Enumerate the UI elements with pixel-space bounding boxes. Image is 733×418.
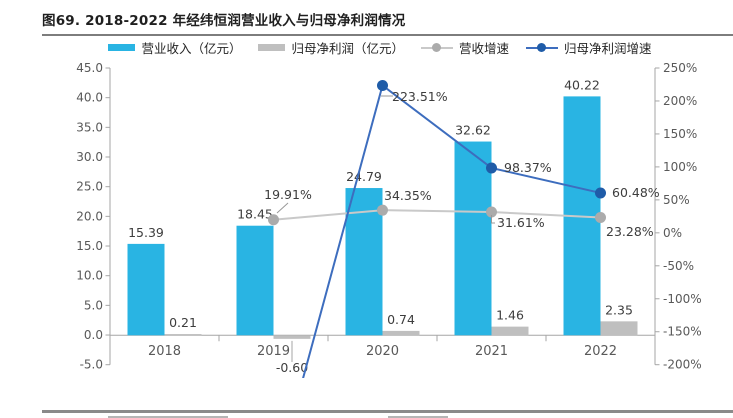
bar-value-label: 1.46 <box>496 308 524 323</box>
revenue-growth-line-swatch-icon <box>421 43 453 52</box>
label-leader-line <box>491 215 495 224</box>
left-axis-tick-label: 35.0 <box>76 120 103 134</box>
legend-label-net-profit-growth: 归母净利润增速 <box>564 41 652 56</box>
left-axis-tick-label: 45.0 <box>76 61 103 75</box>
revenue-bar-swatch-icon <box>108 44 136 51</box>
left-axis-tick-label: 10.0 <box>76 269 103 283</box>
left-axis-tick-label: 5.0 <box>84 298 103 312</box>
right-axis-tick-label: 200% <box>663 94 697 108</box>
bar-value-label: 24.79 <box>346 169 382 184</box>
category-label: 2022 <box>584 344 617 359</box>
growth-dot <box>377 79 388 91</box>
net-profit-bar <box>382 330 420 336</box>
bar-value-label: 15.39 <box>128 225 164 240</box>
revenue-growth-line <box>273 209 601 221</box>
net-profit-bar <box>600 321 638 336</box>
clipped-text-remnant <box>388 415 448 418</box>
revenue-bar <box>454 141 492 336</box>
legend-label-revenue: 营业收入（亿元） <box>141 41 242 56</box>
category-label: 2020 <box>366 344 399 359</box>
legend-label-net-profit: 归母净利润（亿元） <box>291 41 404 56</box>
growth-value-label: 23.28% <box>606 224 654 239</box>
bar-value-label: 18.45 <box>237 207 273 222</box>
growth-dot <box>377 204 388 216</box>
growth-dot <box>595 211 606 223</box>
growth-value-label: 223.51% <box>392 89 448 104</box>
growth-dot <box>486 206 497 218</box>
bar-value-label: 40.22 <box>564 77 600 92</box>
growth-dot <box>268 214 279 226</box>
growth-value-label: 98.37% <box>504 160 552 175</box>
revenue-bar <box>236 225 274 336</box>
net-profit-bar-swatch-icon <box>258 44 286 51</box>
chart-legend: 营业收入（亿元） 归母净利润（亿元） 营收增速 归母净利润增速 <box>100 38 660 57</box>
right-axis-tick-label: 100% <box>663 160 697 174</box>
legend-item-revenue: 营业收入（亿元） <box>108 38 241 57</box>
bar-value-label: 32.62 <box>455 123 491 138</box>
legend-item-net-profit: 归母净利润（亿元） <box>258 38 404 57</box>
left-axis-tick-label: 20.0 <box>76 209 103 223</box>
left-axis-tick-label: 0.0 <box>84 328 103 342</box>
left-axis-tick-label: 30.0 <box>76 150 103 164</box>
figure-title: 图69. 2018-2022 年经纬恒润营业收入与归母净利润情况 <box>42 13 406 29</box>
net-profit-bar <box>491 326 529 336</box>
growth-value-label: 34.35% <box>384 188 432 203</box>
category-label: 2021 <box>475 344 508 359</box>
bar-value-label: -0.60 <box>276 360 308 375</box>
bar-value-label: 2.35 <box>605 302 633 317</box>
net-profit-growth-line-swatch-icon <box>526 43 559 52</box>
left-axis-tick-label: 40.0 <box>76 91 103 105</box>
left-axis-tick-label: -5.0 <box>80 358 103 372</box>
figure-title-row: 图69. 2018-2022 年经纬恒润营业收入与归母净利润情况 <box>42 0 733 36</box>
right-axis-tick-label: -200% <box>663 358 702 372</box>
right-axis-tick-label: -100% <box>663 292 702 306</box>
category-label: 2019 <box>257 344 290 359</box>
left-axis-tick-label: 25.0 <box>76 180 103 194</box>
clipped-text-remnant <box>108 415 228 418</box>
bottom-divider <box>42 410 733 413</box>
growth-value-label: 60.48% <box>612 185 660 200</box>
net-profit-growth-line <box>302 83 601 378</box>
net-profit-bar <box>273 335 311 339</box>
right-axis-tick-label: 150% <box>663 127 697 141</box>
right-axis-tick-label: -50% <box>663 259 694 273</box>
legend-label-revenue-growth: 营收增速 <box>459 41 510 56</box>
label-leader-line <box>276 202 289 214</box>
right-axis-tick-label: 250% <box>663 61 697 75</box>
net-profit-bar <box>164 334 202 336</box>
legend-item-revenue-growth: 营收增速 <box>421 38 509 57</box>
bar-value-label: 0.74 <box>387 312 415 327</box>
growth-dot <box>595 187 606 199</box>
category-label: 2018 <box>148 344 181 359</box>
right-axis-tick-label: -150% <box>663 325 702 339</box>
right-axis-tick-label: 0% <box>663 226 682 240</box>
left-axis-tick-label: 15.0 <box>76 239 103 253</box>
legend-item-net-profit-growth: 归母净利润增速 <box>526 38 652 57</box>
bar-value-label: 0.21 <box>169 315 197 330</box>
right-axis-tick-label: 50% <box>663 193 690 207</box>
growth-value-label: 19.91% <box>264 187 312 202</box>
growth-dot <box>486 162 497 174</box>
revenue-bar <box>127 243 165 336</box>
growth-value-label: 31.61% <box>497 215 545 230</box>
